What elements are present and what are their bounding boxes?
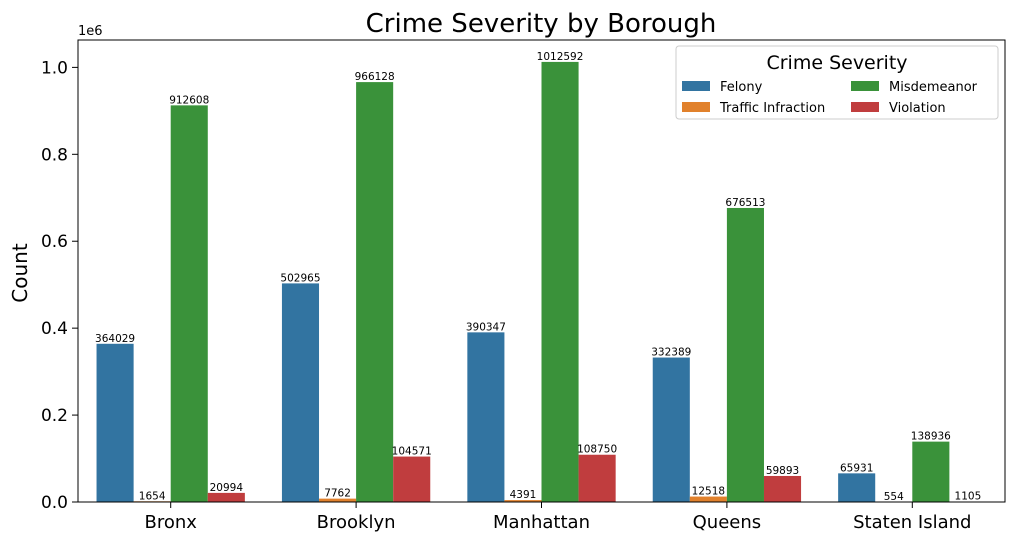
data-label-brooklyn-felony: 502965 bbox=[280, 272, 320, 284]
bar-brooklyn-misdemeanor bbox=[356, 82, 393, 502]
y-axis-scale-label: 1e6 bbox=[78, 24, 103, 39]
legend-swatch bbox=[851, 81, 879, 91]
legend-label: Felony bbox=[720, 80, 763, 95]
legend-label: Violation bbox=[889, 101, 946, 116]
data-label-bronx-felony: 364029 bbox=[95, 333, 135, 345]
data-label-queens-felony: 332389 bbox=[651, 347, 691, 359]
x-tick-label-brooklyn: Brooklyn bbox=[317, 512, 396, 533]
bar-queens-violation bbox=[764, 476, 801, 502]
data-label-manhattan-misdemeanor: 1012592 bbox=[537, 51, 584, 63]
x-axis: Bronx Brooklyn Manhattan Queens Staten Islan… bbox=[144, 502, 971, 533]
legend-title: Crime Severity bbox=[766, 52, 907, 74]
y-axis-label: Count bbox=[8, 243, 32, 303]
data-label-brooklyn-traffic-infraction: 7762 bbox=[324, 488, 351, 500]
y-tick-label: 0.8 bbox=[41, 145, 68, 165]
y-tick-label: 0.4 bbox=[41, 319, 68, 339]
bar-brooklyn-violation bbox=[393, 457, 430, 502]
bars-layer bbox=[97, 62, 987, 502]
x-tick-label-queens: Queens bbox=[693, 512, 762, 533]
bar-bronx-violation bbox=[208, 493, 245, 502]
bar-staten-island-felony bbox=[838, 473, 875, 502]
y-tick-label: 0.2 bbox=[41, 406, 68, 426]
y-tick-label: 0.6 bbox=[41, 232, 68, 252]
data-label-bronx-misdemeanor: 912608 bbox=[169, 94, 209, 106]
legend-label: Misdemeanor bbox=[889, 80, 978, 95]
bar-manhattan-felony bbox=[467, 332, 504, 502]
data-label-brooklyn-misdemeanor: 966128 bbox=[355, 71, 395, 83]
bar-staten-island-misdemeanor bbox=[912, 442, 949, 502]
y-tick-label: 1.0 bbox=[41, 58, 68, 78]
legend-swatch bbox=[682, 81, 710, 91]
x-tick-label-manhattan: Manhattan bbox=[493, 512, 590, 533]
data-label-manhattan-violation: 108750 bbox=[577, 444, 617, 456]
data-label-brooklyn-violation: 104571 bbox=[392, 446, 432, 458]
data-label-staten-island-felony: 65931 bbox=[840, 462, 873, 474]
bar-brooklyn-felony bbox=[282, 283, 319, 502]
legend: Crime Severity Felony Traffic Infraction M… bbox=[676, 46, 998, 119]
bar-bronx-felony bbox=[97, 344, 134, 502]
data-label-queens-violation: 59893 bbox=[766, 465, 799, 477]
data-label-bronx-traffic-infraction: 1654 bbox=[139, 490, 166, 502]
data-label-bronx-violation: 20994 bbox=[210, 482, 244, 494]
data-label-queens-traffic-infraction: 12518 bbox=[692, 486, 725, 498]
legend-swatch bbox=[682, 102, 710, 112]
bar-manhattan-misdemeanor bbox=[542, 62, 579, 502]
y-axis: 0.0 0.2 0.4 0.6 0.8 1.0 bbox=[41, 58, 78, 513]
bar-manhattan-violation bbox=[579, 455, 616, 502]
chart-title: Crime Severity by Borough bbox=[366, 9, 717, 39]
data-label-manhattan-traffic-infraction: 4391 bbox=[510, 489, 537, 501]
data-label-staten-island-traffic-infraction: 554 bbox=[884, 491, 904, 503]
x-tick-label-bronx: Bronx bbox=[144, 512, 197, 533]
bar-bronx-misdemeanor bbox=[171, 105, 208, 502]
x-tick-label-staten-island: Staten Island bbox=[853, 512, 971, 533]
legend-swatch bbox=[851, 102, 879, 112]
data-label-manhattan-felony: 390347 bbox=[466, 321, 506, 333]
data-label-staten-island-violation: 1105 bbox=[955, 491, 982, 503]
legend-label: Traffic Infraction bbox=[719, 101, 825, 116]
bar-queens-misdemeanor bbox=[727, 208, 764, 502]
y-tick-label: 0.0 bbox=[41, 493, 68, 513]
data-label-staten-island-misdemeanor: 138936 bbox=[911, 431, 951, 443]
data-label-queens-misdemeanor: 676513 bbox=[725, 197, 765, 209]
bar-queens-felony bbox=[653, 358, 690, 502]
